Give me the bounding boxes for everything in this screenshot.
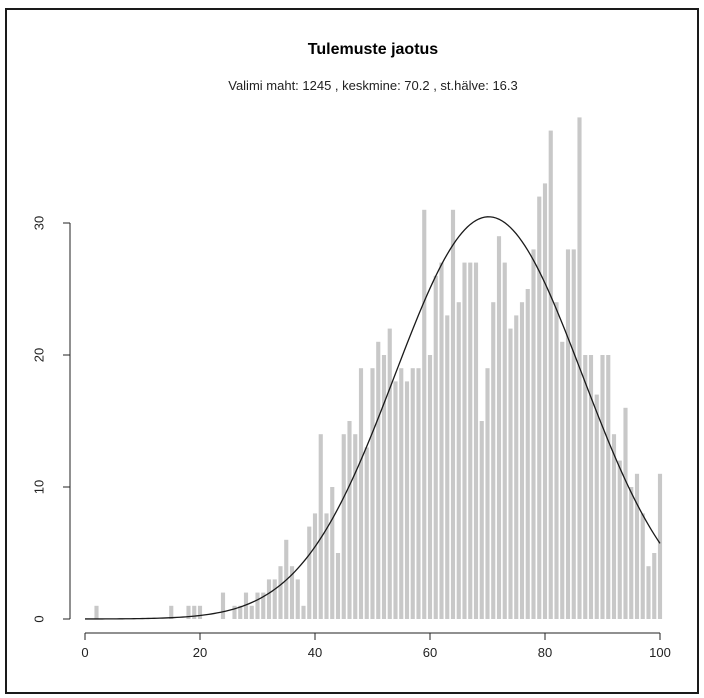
histogram-bar [410,368,415,619]
histogram-bar [502,262,507,619]
histogram-bar [652,553,657,619]
histogram-bar [491,302,496,619]
x-tick-label: 40 [308,645,322,660]
histogram-bar [456,302,461,619]
histogram-bar [192,605,197,619]
histogram-bar [301,605,306,619]
histogram-bar [335,553,341,619]
histogram-bar [554,302,559,619]
histogram-bar [220,592,226,619]
y-axis: 0 10 20 30 [31,216,71,623]
histogram-bar [416,368,421,619]
histogram-bar [537,196,542,619]
histogram-bar [341,434,346,619]
histogram-bar [330,487,335,619]
histogram-bar [508,328,513,619]
y-tick-label: 10 [31,480,46,494]
histogram-bar [243,592,249,619]
histogram-bar [594,394,599,619]
x-axis: 0 20 40 60 80 100 [81,632,671,660]
histogram-bar [427,355,433,619]
histogram-bar [514,315,519,619]
histogram-bar [261,592,266,619]
histogram-bar [634,473,640,619]
histogram-bar [289,566,295,619]
histogram-bar [519,302,525,619]
chart-frame [5,8,699,694]
histogram-bar [617,460,622,619]
histogram-bar [548,130,553,619]
histogram-bar [588,355,594,619]
histogram-bar [657,473,663,619]
chart-subtitle: Valimi maht: 1245 , keskmine: 70.2 , st.… [228,78,518,93]
histogram-bar [600,355,605,619]
histogram-bar [347,421,352,619]
histogram-bar [468,262,473,619]
x-tick-label: 80 [538,645,552,660]
histogram-bar [496,236,502,619]
x-tick-label: 60 [423,645,437,660]
histogram-bar [312,513,318,619]
histogram-bar [439,262,444,619]
histogram-bar [358,368,364,619]
y-tick-label: 30 [31,216,46,230]
histogram-bar [393,381,398,619]
histogram-bar [525,289,530,619]
y-tick-label: 20 [31,348,46,362]
x-tick-label: 100 [649,645,671,660]
y-tick-label: 0 [31,615,46,622]
histogram-bar [531,249,536,619]
histogram-bar [473,262,479,619]
histogram-bar [295,579,300,619]
histogram-bar [623,407,628,619]
histogram-bar [238,605,243,619]
histogram-bar [445,315,450,619]
histogram-bar [640,513,645,619]
histogram-bar [376,341,381,619]
histogram-bar [646,566,651,619]
histogram-bar [560,341,565,619]
histogram-bar [479,421,484,619]
histogram-bar [278,566,283,619]
histogram-bar [583,355,588,619]
histogram-bar [404,381,410,619]
histogram-bar [169,605,174,619]
histogram-bar [324,513,329,619]
histogram-bar [272,579,277,619]
histogram-bar [197,605,203,619]
histogram-bar [450,209,456,620]
histogram-bar [318,434,323,619]
histogram-bar [462,262,467,619]
histogram-bar [422,209,427,620]
histogram-bar [370,368,375,619]
histogram-bar [485,368,490,619]
histogram-bar [611,434,617,619]
histogram-bar [266,579,272,619]
histogram-bar [629,487,634,619]
histogram-bar [353,434,358,619]
histogram-bar [232,605,237,619]
histogram-bar [186,605,191,619]
x-tick-label: 0 [81,645,88,660]
chart-title: Tulemuste jaotus [308,41,438,58]
histogram-bar [387,328,392,619]
histogram-bar [433,275,438,619]
histogram-bar [571,249,576,619]
histogram-bar [381,355,387,619]
histogram-bar [606,355,611,619]
histogram-bar [307,526,312,619]
histogram-bar [399,368,404,619]
histogram-bar [542,183,548,619]
histogram-bar [94,605,99,619]
bars-group [94,117,663,620]
normal-density-curve [85,216,661,620]
histogram-bar [364,447,369,619]
histogram-bar [565,249,571,619]
histogram-bar [249,605,254,619]
histogram-bar [255,592,260,619]
x-tick-label: 20 [193,645,207,660]
